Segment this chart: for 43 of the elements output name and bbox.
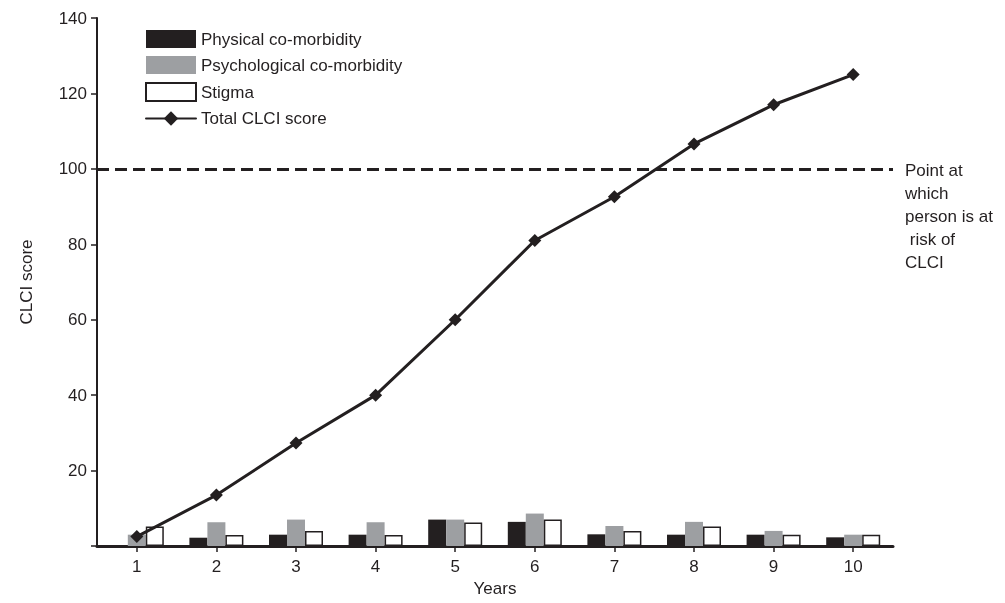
point: [369, 388, 383, 402]
point: [846, 68, 860, 82]
x-tick-label: 4: [370, 557, 381, 576]
point: [130, 530, 144, 544]
point: [209, 488, 223, 502]
point: [767, 98, 781, 112]
x-tick-label: 7: [609, 557, 620, 576]
point: [448, 313, 462, 327]
x-tick-label: 10: [843, 557, 863, 576]
ref-line-label: Point at which person is at risk of CLCI: [904, 160, 994, 272]
x-tick-label: 6: [530, 557, 540, 576]
legend-label: Stigma: [201, 82, 255, 102]
x-tick-label: 1: [132, 557, 142, 576]
bar: [287, 519, 305, 546]
point: [687, 137, 701, 151]
x-tick-label: 9: [768, 557, 779, 576]
bar: [605, 526, 624, 546]
y-tick-label: 60: [68, 310, 87, 330]
y-tick-label: 80: [68, 234, 87, 254]
point: [289, 436, 303, 450]
bar: [844, 534, 863, 546]
legend-label: Total CLCI score: [201, 109, 327, 128]
bar: [366, 522, 385, 546]
legend-label: Physical co-morbidity: [201, 29, 363, 49]
y-axis-title: CLCI score: [17, 239, 36, 325]
y-tick-label: 40: [68, 385, 87, 405]
y-tick-label: 140: [58, 8, 87, 28]
bar: [446, 519, 465, 546]
bar: [525, 513, 544, 546]
y-tick-label: 20: [68, 461, 87, 481]
y-tick-label: 100: [58, 159, 87, 179]
x-tick-label: 5: [450, 557, 460, 576]
bar: [764, 530, 783, 546]
bar: [207, 522, 226, 546]
point: [607, 190, 621, 204]
x-tick-label: 8: [689, 557, 699, 576]
x-axis-title: Years: [473, 579, 517, 598]
bar: [685, 521, 703, 546]
y-tick-label: 120: [58, 83, 87, 103]
legend-label: Psychological co-morbidity: [201, 55, 403, 75]
x-tick-label: 2: [211, 557, 222, 576]
x-tick-label: 3: [291, 557, 301, 576]
point: [528, 234, 542, 248]
